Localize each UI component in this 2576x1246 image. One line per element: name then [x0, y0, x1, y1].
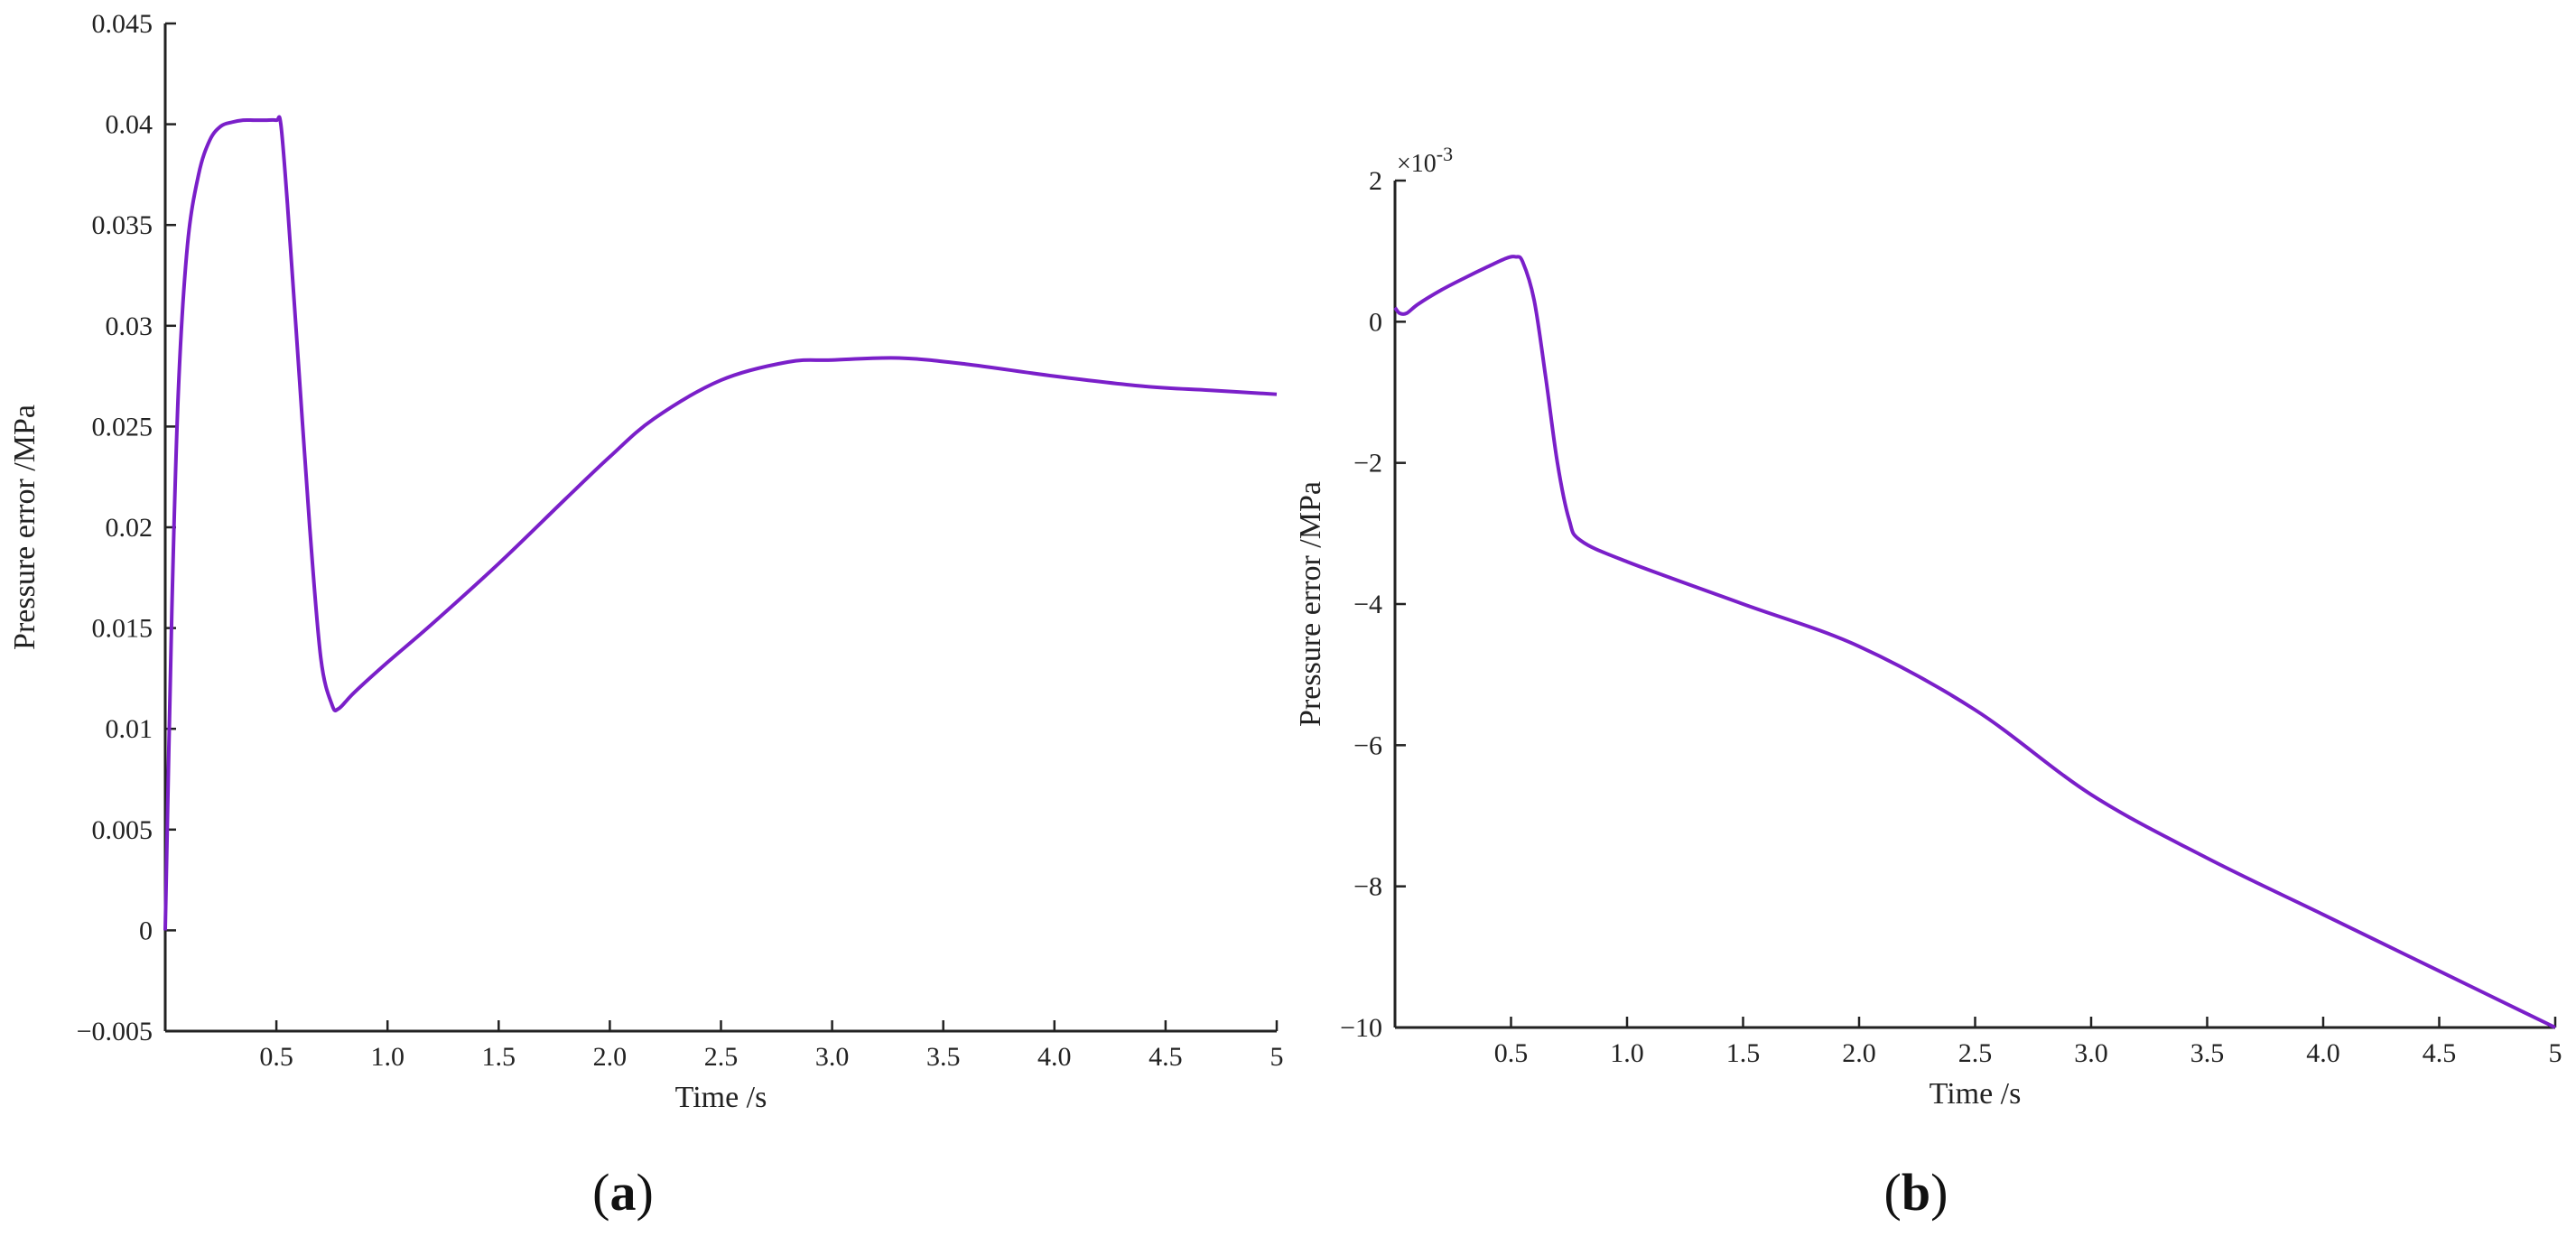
- y-axis-label: Pressure error /MPa: [8, 404, 42, 650]
- x-tick-label: 2.0: [1842, 1038, 1876, 1068]
- x-tick-label: 4.5: [1149, 1042, 1183, 1072]
- x-tick-label: 3.0: [815, 1042, 850, 1072]
- y-tick-label: 0.025: [92, 412, 153, 442]
- panel-label: (a): [592, 1163, 654, 1222]
- y-tick-label: 2: [1369, 166, 1382, 196]
- x-tick-label: 0.5: [259, 1042, 293, 1072]
- x-tick-label: 1.5: [1726, 1038, 1761, 1068]
- x-axis-label: Time /s: [675, 1081, 767, 1114]
- panel-label: (b): [1884, 1163, 1948, 1222]
- y-tick-label: 0.015: [92, 614, 153, 644]
- x-tick-label: 1.5: [482, 1042, 516, 1072]
- chart-panel-a: 0.5 1.0 1.5 2.0 2.5 3.0 3.5 4.0 4.5 5 −0.005 0 0.005…: [8, 9, 1284, 1222]
- x-tick-label: 4.0: [2306, 1038, 2340, 1068]
- y-axis-label: Pressure error /MPa: [1294, 481, 1327, 727]
- y-tick-label: −10: [1340, 1013, 1382, 1043]
- x-tick-label: 3.5: [2190, 1038, 2225, 1068]
- chart-panel-b: 0.5 1.0 1.5 2.0 2.5 3.0 3.5 4.0 4.5 5 −10 −8 −6 −4 −2 0…: [1294, 143, 2562, 1222]
- y-tick-label: −4: [1353, 590, 1382, 619]
- x-tick-label: 4.0: [1037, 1042, 1072, 1072]
- y-tick-label: 0.02: [106, 513, 153, 543]
- x-tick-label: 0.5: [1494, 1038, 1529, 1068]
- x-axis-label: Time /s: [1930, 1077, 2022, 1111]
- x-tick-label: 5: [2549, 1038, 2562, 1068]
- y-tick-label: 0.045: [92, 9, 153, 39]
- y-tick-label: 0: [1369, 307, 1382, 337]
- x-tick-label: 1.0: [370, 1042, 405, 1072]
- y-scale-factor: ×10-3: [1397, 143, 1453, 178]
- x-tick-label: 5: [1270, 1042, 1284, 1072]
- y-tick-label: 0.01: [106, 714, 153, 744]
- x-tick-label: 2.5: [704, 1042, 739, 1072]
- series-line: [163, 115, 1278, 931]
- series-line: [1393, 255, 2556, 1029]
- y-tick-label: 0.04: [106, 110, 153, 140]
- y-tick-label: 0: [139, 916, 153, 945]
- x-tick-label: 3.0: [2074, 1038, 2108, 1068]
- y-tick-label: −8: [1353, 872, 1382, 902]
- y-tick-label: −2: [1353, 449, 1382, 479]
- y-tick-label: −6: [1353, 730, 1382, 760]
- x-tick-label: 2.0: [593, 1042, 628, 1072]
- x-tick-label: 1.0: [1610, 1038, 1644, 1068]
- x-tick-label: 2.5: [1958, 1038, 1993, 1068]
- y-tick-label: 0.035: [92, 210, 153, 240]
- y-tick-label: 0.005: [92, 815, 153, 845]
- x-tick-label: 3.5: [926, 1042, 961, 1072]
- y-tick-label: −0.005: [77, 1017, 153, 1046]
- y-tick-label: 0.03: [106, 312, 153, 341]
- x-tick-label: 4.5: [2423, 1038, 2457, 1068]
